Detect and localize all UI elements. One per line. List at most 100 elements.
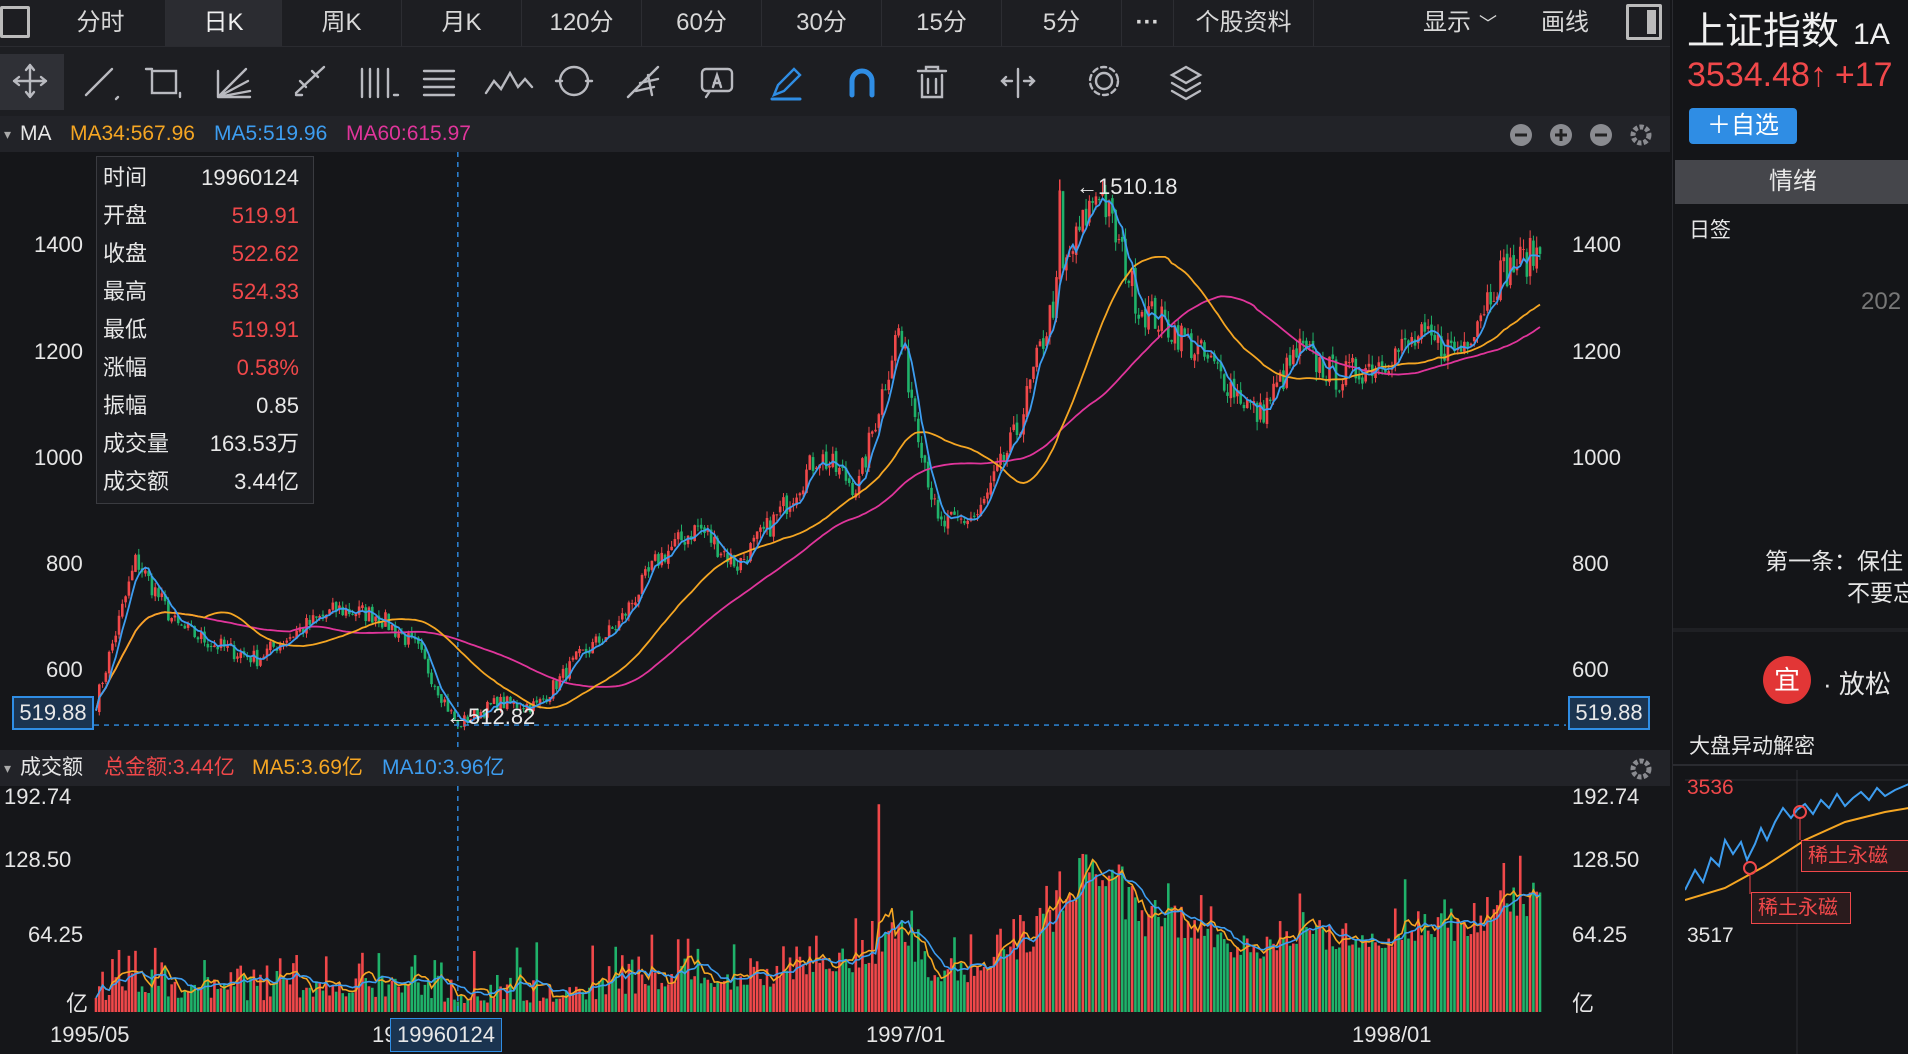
fan-tool-icon[interactable] [216,67,252,99]
candle [792,503,795,506]
stock-profile-tab[interactable]: 个股资料 [1174,0,1314,46]
tab-30min[interactable]: 30分 [762,0,882,46]
candle [884,389,887,391]
event-tag[interactable]: 稀土永磁 [1801,840,1908,872]
ma-indicator-name[interactable]: MA [20,122,52,145]
price-chart[interactable] [0,152,1670,747]
candle [1446,339,1450,361]
candle [292,636,295,638]
drawing-toolbar [0,47,1670,117]
volume-bar [1463,921,1466,1012]
candle [989,482,992,495]
volume-bar [759,978,762,1012]
volume-bar [920,959,923,1012]
tab-60min[interactable]: 60分 [642,0,762,46]
volume-bar [282,975,285,1012]
candle [607,625,611,637]
volume-bar [709,983,713,1012]
tab-mood[interactable]: 情绪 [1675,160,1908,204]
tab-monthly-k[interactable]: 月K [402,0,522,46]
ruler-tool-icon[interactable] [294,65,326,97]
volume-bar [410,966,414,1012]
volume-bar [1176,937,1180,1012]
mini-chart-low: 3517 [1687,924,1734,947]
line-tool-icon[interactable] [84,67,120,101]
volume-bar [995,934,999,1012]
zoom-out-icon[interactable] [1510,124,1532,146]
candle [193,626,196,638]
magnet-tool-icon[interactable] [849,68,875,98]
candle [449,710,453,712]
candle [1120,236,1124,242]
rule-line-2: 不要忘 [1847,580,1908,606]
volume-bar [989,966,992,1012]
more-tabs-button[interactable]: ··· [1122,0,1174,46]
remove-indicator-icon[interactable] [1590,124,1612,146]
tab-120min[interactable]: 120分 [522,0,642,46]
ma-indicator-header: ▾ MA MA34:567.96 MA5:519.96 MA60:615.97 [0,116,1670,152]
vlines-tool-icon[interactable] [360,67,400,99]
tab-5min[interactable]: 5分 [1002,0,1122,46]
volume-bar [1012,919,1016,1012]
volume-bar [1321,929,1325,1012]
collapse-arrow-icon[interactable]: ▾ [4,760,12,776]
tab-15min[interactable]: 15分 [882,0,1002,46]
candle [1525,252,1529,277]
tab-daily-k[interactable]: 日K [166,0,282,46]
collapse-arrow-icon[interactable]: ▾ [4,126,12,142]
volume-settings-icon[interactable] [1626,756,1656,782]
candle [706,530,710,532]
tab-timeshare[interactable]: 分时 [36,0,166,46]
add-watchlist-button[interactable]: ＋自选 [1689,108,1797,144]
tab-weekly-k[interactable]: 周K [282,0,402,46]
candle [1413,339,1417,346]
volume-bar [321,990,325,1012]
volume-bar [1525,916,1529,1012]
event-marker[interactable] [1743,861,1757,875]
candle [1028,379,1032,389]
candle [1193,354,1196,361]
trash-tool-icon[interactable] [916,65,948,99]
candle [716,538,719,557]
rect-tool-icon[interactable] [144,67,182,99]
text-band-tool-icon[interactable] [422,69,456,97]
volume-bar [1216,934,1219,1012]
pen-tool-icon[interactable] [770,67,802,101]
candle [344,608,348,616]
volume-bar [1127,886,1131,1012]
draw-line-button[interactable]: 画线 [1541,9,1589,36]
volume-bar [953,937,956,1012]
candle [440,694,443,703]
volume-bar [1068,893,1071,1012]
fib-tool-icon[interactable] [626,65,660,99]
layers-tool-icon[interactable] [1169,65,1203,101]
volume-indicator-name[interactable]: 成交额 [20,756,83,779]
volume-bar [1226,943,1229,1012]
volume-bar [1242,935,1246,1012]
panel-toggle-right-icon[interactable] [1626,4,1662,40]
event-tag[interactable]: 稀土永磁 [1751,892,1851,924]
display-menu[interactable]: 显示 ﹀ [1410,0,1510,46]
cycle-tool-icon[interactable] [554,65,594,97]
zoom-in-icon[interactable] [1550,124,1572,146]
candle [1282,370,1285,390]
high-price-annotation: ←1510.18 [1076,174,1178,199]
volume-bar [653,972,657,1012]
volume-bar [1051,931,1055,1012]
panel-toggle-left-icon[interactable] [0,6,30,38]
volume-bar [1130,885,1134,1012]
wave-tool-icon[interactable] [484,70,534,95]
indicator-settings-icon[interactable] [1630,124,1652,146]
volume-bar [584,999,588,1012]
info-row-volume: 成交量 163.53万 [97,425,313,463]
settings-tool-icon[interactable] [1088,65,1120,97]
candle [1518,246,1522,265]
volume-chart[interactable] [0,786,1670,1016]
label-tool-icon[interactable] [700,67,734,99]
volume-bar [499,986,502,1012]
split-tool-icon[interactable] [1000,67,1036,99]
volume-bar [982,966,986,1012]
crosshair-tool-icon[interactable] [12,63,48,99]
volume-bar [1453,940,1456,1012]
volume-bar [308,987,312,1012]
